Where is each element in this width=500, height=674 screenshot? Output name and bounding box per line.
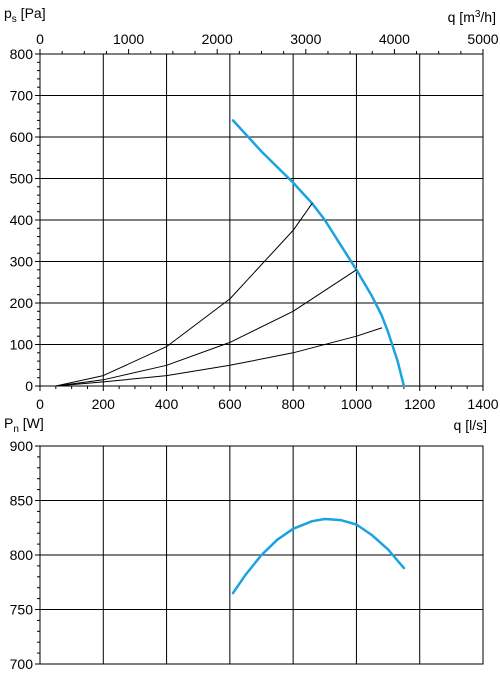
y-tick-label-2-850: 850 <box>10 493 34 509</box>
x-tick-label-bottom-1000: 1000 <box>341 396 372 412</box>
x-tick-label-bottom-1200: 1200 <box>404 396 435 412</box>
series-line-2-0 <box>231 517 406 595</box>
y-tick-label-1-700: 700 <box>10 88 34 104</box>
x-tick-label-top-4000: 4000 <box>379 31 410 47</box>
series-line-1-0 <box>231 119 406 388</box>
y-tick-label-1-100: 100 <box>10 337 34 353</box>
x-tick-label-top-3000: 3000 <box>290 31 321 47</box>
x-tick-label-top-0: 0 <box>36 31 44 47</box>
x-tick-label-bottom-0: 0 <box>36 396 44 412</box>
x-tick-label-bottom-400: 400 <box>155 396 179 412</box>
series-line-1-2 <box>55 269 357 387</box>
y-tick-label-2-800: 800 <box>10 547 34 563</box>
y-tick-label-1-0: 0 <box>25 378 33 394</box>
y-tick-label-2-750: 750 <box>10 602 34 618</box>
y-tick-label-1-800: 800 <box>10 46 34 62</box>
y-tick-label-2-900: 900 <box>10 438 34 454</box>
x-tick-label-bottom-1400: 1400 <box>467 396 498 412</box>
x-tick-label-bottom-200: 200 <box>92 396 116 412</box>
series-line-1-1 <box>55 202 313 387</box>
y-tick-label-1-200: 200 <box>10 295 34 311</box>
y-tick-label-1-400: 400 <box>10 212 34 228</box>
y-tick-label-1-300: 300 <box>10 254 34 270</box>
y-tick-label-2-700: 700 <box>10 656 34 672</box>
x-tick-label-top-1000: 1000 <box>113 31 144 47</box>
bottom-x-axis-label: q [l/s] <box>454 417 487 433</box>
y-tick-label-1-500: 500 <box>10 171 34 187</box>
y-axis-label-pressure: ps [Pa] <box>4 5 46 25</box>
series-line-1-3 <box>55 327 383 387</box>
y-axis-label-power: Pn [W] <box>4 415 44 435</box>
x-tick-label-bottom-800: 800 <box>281 396 305 412</box>
top-x-axis-label: q [m3/h] <box>448 9 496 25</box>
x-tick-label-top-2000: 2000 <box>202 31 233 47</box>
x-tick-label-top-5000: 5000 <box>467 31 498 47</box>
y-tick-label-1-600: 600 <box>10 129 34 145</box>
x-tick-label-bottom-600: 600 <box>218 396 242 412</box>
